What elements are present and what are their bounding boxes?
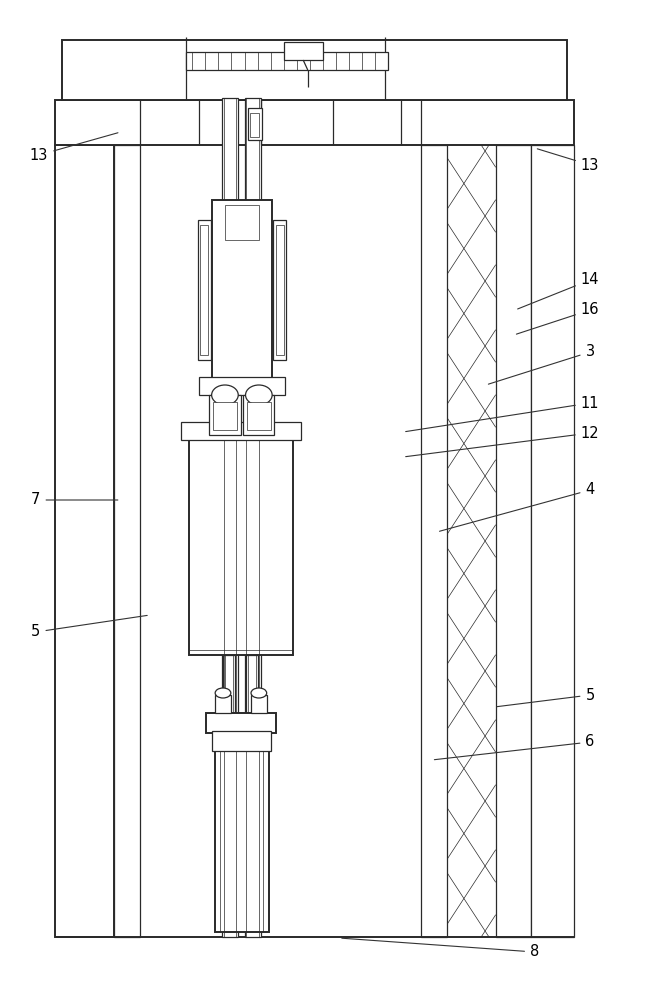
Ellipse shape xyxy=(246,385,272,405)
Bar xyxy=(181,422,301,440)
Bar xyxy=(246,655,258,730)
Bar xyxy=(223,655,235,730)
Bar xyxy=(200,225,208,355)
Bar xyxy=(189,435,293,655)
Ellipse shape xyxy=(251,688,267,698)
Text: 5: 5 xyxy=(497,688,595,707)
Text: 11: 11 xyxy=(406,395,599,432)
Bar xyxy=(186,52,388,70)
Ellipse shape xyxy=(212,385,238,405)
Bar xyxy=(496,145,531,937)
Text: 4: 4 xyxy=(439,483,595,531)
Bar xyxy=(222,98,238,937)
Ellipse shape xyxy=(215,688,231,698)
Bar xyxy=(244,98,261,937)
Text: 3: 3 xyxy=(488,344,595,384)
Bar xyxy=(114,145,140,937)
Bar xyxy=(248,108,262,140)
Bar xyxy=(225,205,259,240)
Bar xyxy=(212,200,272,380)
Bar xyxy=(198,220,211,360)
Bar xyxy=(276,225,284,355)
Text: 13: 13 xyxy=(537,149,599,172)
Bar xyxy=(55,145,114,937)
Text: 6: 6 xyxy=(434,734,595,760)
Bar xyxy=(215,737,269,932)
Bar xyxy=(273,220,286,360)
Bar xyxy=(284,42,323,60)
Text: 14: 14 xyxy=(518,272,599,309)
Bar xyxy=(250,113,259,137)
Bar xyxy=(421,145,447,937)
Bar xyxy=(215,695,231,713)
Bar xyxy=(55,100,574,145)
Bar xyxy=(531,145,574,937)
Bar xyxy=(209,395,241,435)
Text: 5: 5 xyxy=(31,615,147,640)
Bar xyxy=(212,731,271,751)
Bar xyxy=(213,402,237,430)
Bar xyxy=(243,395,274,435)
Bar xyxy=(199,377,285,395)
Bar xyxy=(206,713,276,733)
Bar xyxy=(247,402,271,430)
Text: 8: 8 xyxy=(342,938,539,960)
Text: 12: 12 xyxy=(406,426,599,457)
Bar xyxy=(251,695,267,713)
Text: 13: 13 xyxy=(30,133,118,162)
Text: 16: 16 xyxy=(516,302,599,334)
Bar xyxy=(62,40,567,100)
Text: 7: 7 xyxy=(31,492,118,508)
